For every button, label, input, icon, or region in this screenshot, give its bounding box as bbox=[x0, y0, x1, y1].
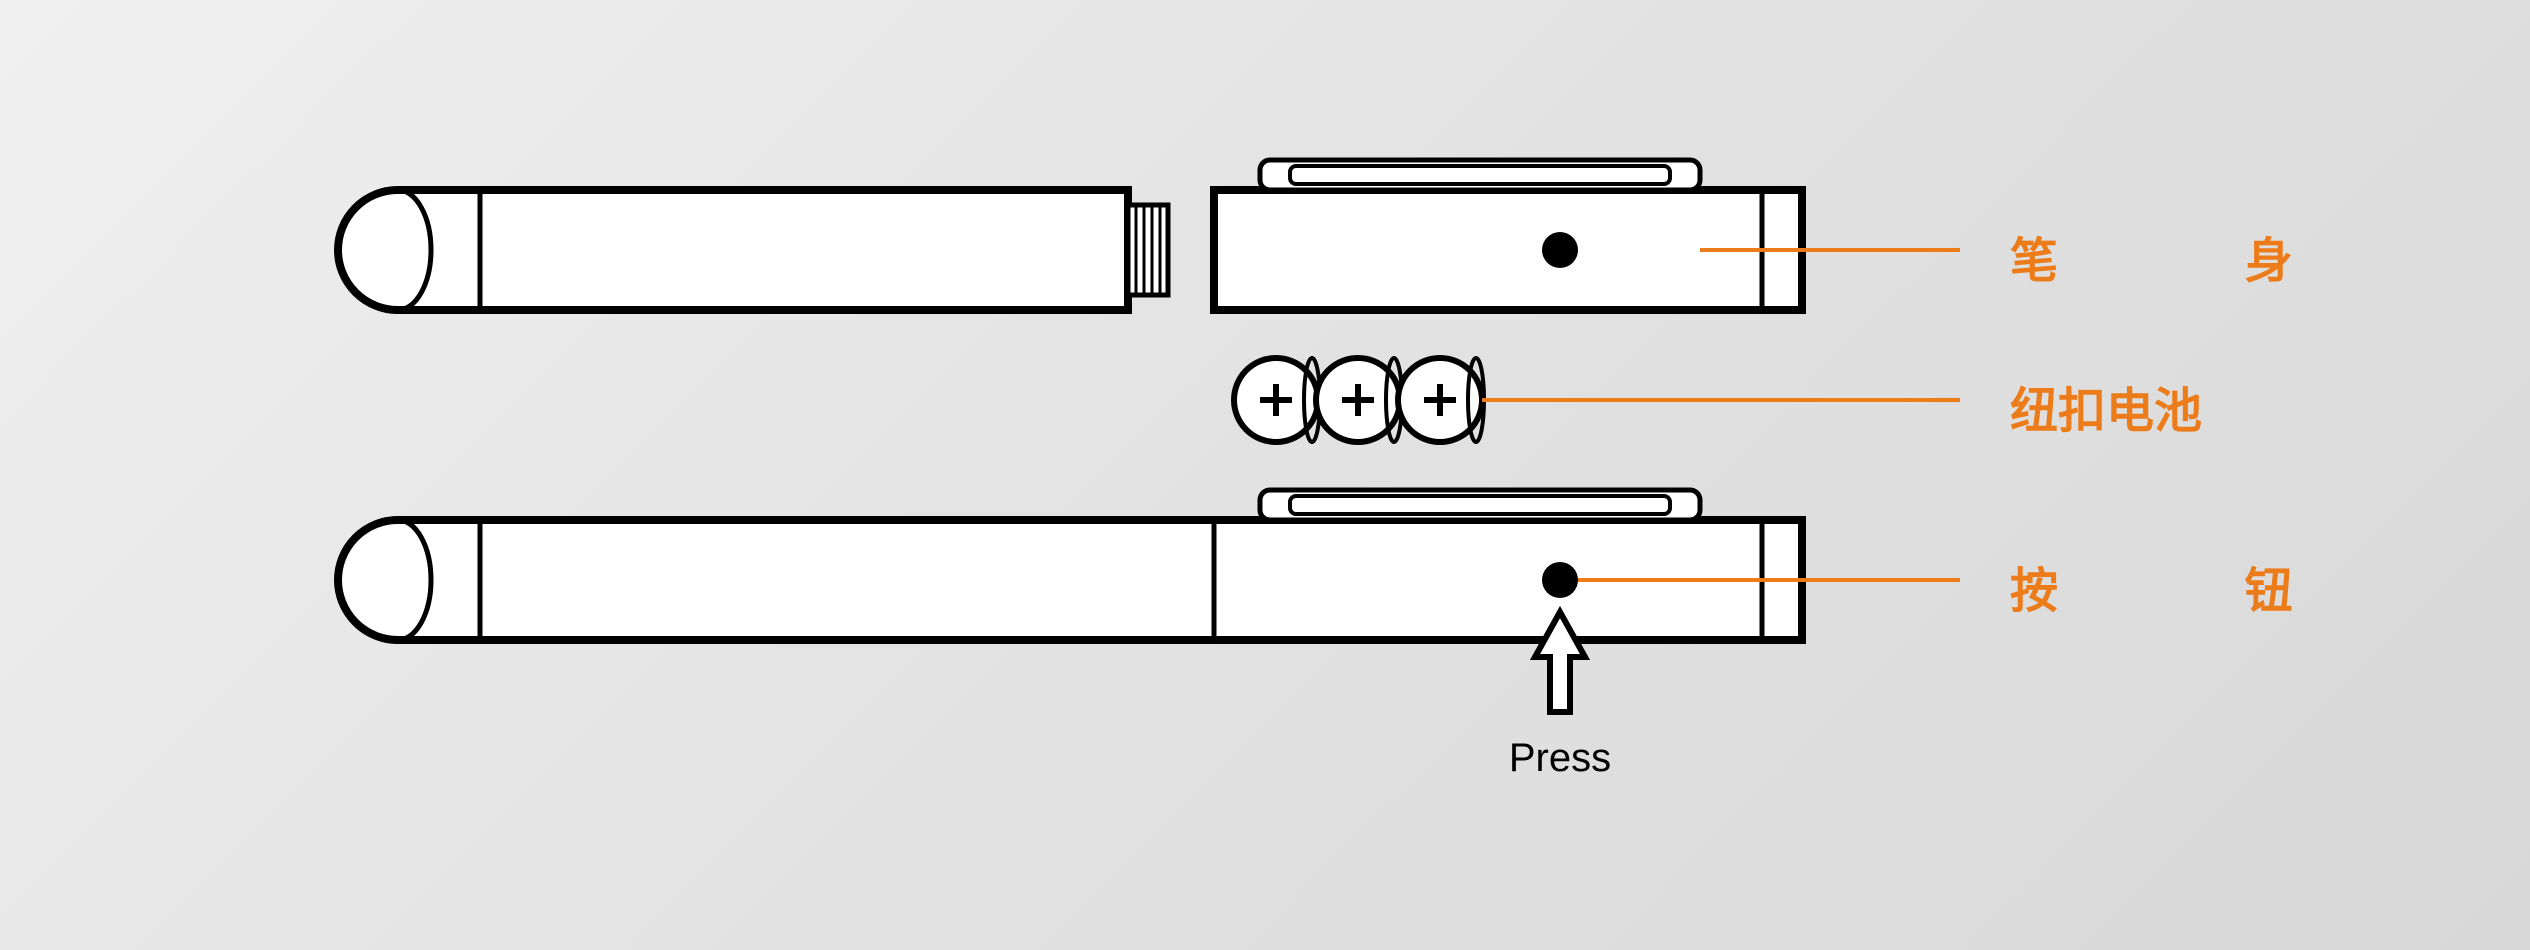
bottom-button-dot bbox=[1542, 562, 1578, 598]
bottom-clip-inner bbox=[1290, 496, 1670, 514]
label-press-text: Press bbox=[1509, 736, 1611, 780]
label-pen-body-char1: 笔 bbox=[2010, 221, 2058, 291]
top-clip-inner bbox=[1290, 166, 1670, 184]
label-press-button: 按 钮 bbox=[2010, 551, 2293, 621]
label-press-button-char1: 按 bbox=[2010, 551, 2058, 621]
thread-block bbox=[1128, 205, 1168, 295]
label-pen-body: 笔 身 bbox=[2010, 221, 2293, 291]
diagram-stage: 笔 身 纽扣电池 按 钮 Press bbox=[0, 0, 2530, 950]
label-press-button-char2: 钮 bbox=[2245, 551, 2293, 621]
pen-diagram-svg bbox=[0, 0, 2530, 950]
top-button-dot bbox=[1542, 232, 1578, 268]
top-barrel bbox=[338, 190, 1128, 310]
label-button-battery: 纽扣电池 bbox=[2010, 371, 2202, 441]
label-press: Press bbox=[1509, 736, 1611, 781]
label-pen-body-char2: 身 bbox=[2245, 221, 2293, 291]
label-button-battery-text: 纽扣电池 bbox=[2010, 385, 2202, 438]
